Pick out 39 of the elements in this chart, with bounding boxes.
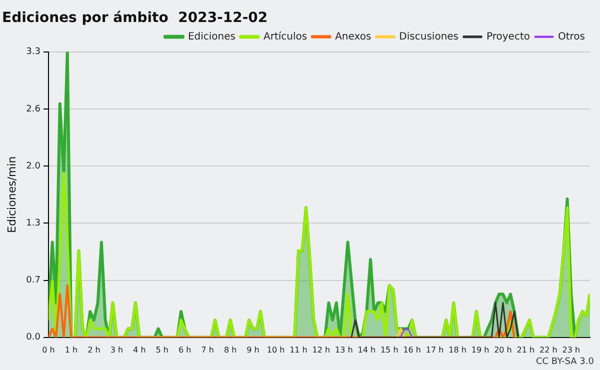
x-tick-label: 20 h xyxy=(494,345,512,354)
x-tick-label: 23 h xyxy=(562,345,580,354)
x-tick-label: 19 h xyxy=(471,345,490,354)
x-tick-label: 18 h xyxy=(448,345,466,354)
legend-label: Discusiones xyxy=(399,31,459,42)
y-axis-title: Ediciones/min xyxy=(5,156,18,233)
legend-label: Otros xyxy=(558,31,586,42)
x-tick-label: 9 h xyxy=(246,345,260,354)
x-tick-label: 21 h xyxy=(516,345,535,354)
y-tick-label: 0.0 xyxy=(26,332,41,343)
y-tick-label: 1.3 xyxy=(26,218,41,229)
x-tick-label: 17 h xyxy=(426,345,444,354)
y-tick-label: 2.0 xyxy=(26,161,41,172)
x-tick-label: 0 h xyxy=(42,345,55,354)
x-tick-label: 2 h xyxy=(88,345,100,354)
x-tick-label: 11 h xyxy=(290,345,308,354)
x-tick-label: 4 h xyxy=(133,345,146,354)
x-tick-label: 16 h xyxy=(403,345,421,354)
x-tick-label: 7 h xyxy=(201,345,214,354)
x-tick-label: 3 h xyxy=(110,345,124,354)
x-tick-label: 14 h xyxy=(358,345,376,354)
x-tick-label: 12 h xyxy=(312,345,330,354)
y-tick-label: 3.3 xyxy=(26,47,41,58)
chart-title: Ediciones por ámbito 2023-12-02 xyxy=(2,10,268,26)
legend-label: Ediciones xyxy=(188,31,236,42)
x-tick-label: 15 h xyxy=(380,345,398,354)
x-tick-label: 13 h xyxy=(335,345,353,354)
x-tick-label: 8 h xyxy=(224,345,237,354)
legend-label: Anexos xyxy=(335,31,372,42)
x-tick-label: 6 h xyxy=(178,345,192,354)
y-tick-label: 0.7 xyxy=(26,276,41,286)
legend-label: Artículos xyxy=(264,31,308,42)
x-tick-label: 22 h xyxy=(540,345,558,354)
x-tick-label: 5 h xyxy=(156,345,168,354)
x-tick-label: 10 h xyxy=(266,345,285,354)
text: CC BY-SA 3.0 xyxy=(536,356,594,367)
y-tick-label: 2.6 xyxy=(26,104,41,114)
legend-label: Proyecto xyxy=(486,31,530,42)
x-tick-label: 1 h xyxy=(64,345,78,354)
